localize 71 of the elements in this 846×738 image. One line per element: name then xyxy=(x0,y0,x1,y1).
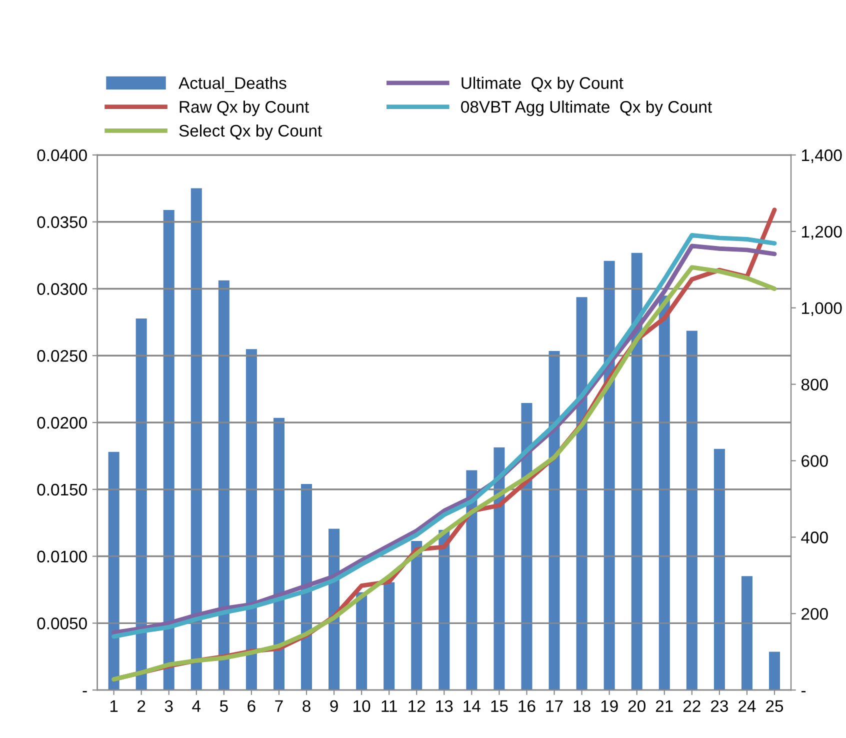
legend-label: 08VBT Agg Ultimate Qx by Count xyxy=(461,100,712,116)
x-tick-label: 18 xyxy=(574,700,590,712)
x-tick-label: 8 xyxy=(302,700,310,712)
legend-label: Select Qx by Count xyxy=(179,124,322,140)
bar xyxy=(301,484,312,690)
y2-tick-label: - xyxy=(801,690,806,692)
x-tick-label: 12 xyxy=(408,700,426,712)
y-tick-label: 0.0100 xyxy=(37,550,87,562)
y2-tick-label: 400 xyxy=(801,532,828,544)
legend-label: Ultimate Qx by Count xyxy=(462,76,624,92)
y-tick-label: 0.0350 xyxy=(37,216,87,228)
x-tick-label: 7 xyxy=(275,700,283,712)
bar xyxy=(136,318,147,690)
x-tick-label: 22 xyxy=(683,700,700,712)
x-tick-label: 15 xyxy=(491,700,508,712)
bar xyxy=(548,351,560,690)
bar xyxy=(163,210,174,690)
bar xyxy=(108,452,120,690)
x-tick-label: 14 xyxy=(464,700,480,712)
bar xyxy=(604,260,615,690)
x-tick-label: 2 xyxy=(138,700,146,712)
bar xyxy=(658,296,670,690)
bar xyxy=(384,582,395,690)
bar xyxy=(273,418,284,690)
x-tick-label: 20 xyxy=(628,700,646,712)
y-tick-label: 0.0050 xyxy=(37,618,87,630)
x-tick-label: 24 xyxy=(738,700,756,712)
bar xyxy=(521,403,532,690)
bar xyxy=(246,349,257,690)
y-tick-label: 0.0150 xyxy=(37,484,87,496)
x-tick-label: 10 xyxy=(354,700,370,712)
bar xyxy=(741,576,752,690)
bar xyxy=(686,330,698,690)
legend-label: Actual_Deaths xyxy=(178,76,286,92)
x-tick-label: 1 xyxy=(110,700,118,712)
y2-tick-label: 1,000 xyxy=(802,302,842,316)
y2-tick-label: 600 xyxy=(802,455,828,467)
x-tick-label: 6 xyxy=(248,700,256,712)
y-tick-label: 0.0300 xyxy=(37,283,87,295)
x-tick-label: 21 xyxy=(656,700,673,712)
x-tick-label: 13 xyxy=(436,700,453,712)
x-tick-label: 3 xyxy=(164,700,173,712)
y-tick-label: 0.0200 xyxy=(37,416,87,429)
x-tick-label: 11 xyxy=(382,700,397,712)
x-tick-label: 5 xyxy=(220,700,228,712)
bar xyxy=(576,297,588,690)
legend-label: Raw Qx by Count xyxy=(180,100,309,116)
bar xyxy=(631,252,642,690)
x-tick-label: 16 xyxy=(518,700,536,712)
bar xyxy=(714,448,725,690)
y2-tick-label: 800 xyxy=(801,378,828,390)
x-tick-label: 4 xyxy=(192,700,201,712)
y2-tick-label: 1,400 xyxy=(802,149,842,164)
y2-tick-label: 1,200 xyxy=(802,226,842,240)
bar xyxy=(466,470,478,690)
x-tick-label: 9 xyxy=(330,700,338,712)
bar xyxy=(768,652,780,690)
bar xyxy=(494,447,505,690)
bar xyxy=(411,540,422,690)
x-tick-label: 25 xyxy=(766,700,784,712)
x-tick-label: 23 xyxy=(711,700,728,712)
y-tick-label: 0.0250 xyxy=(37,350,87,362)
bar xyxy=(190,188,202,690)
x-tick-label: 17 xyxy=(546,700,563,712)
x-tick-label: 19 xyxy=(601,700,618,712)
y2-tick-label: 200 xyxy=(802,608,828,620)
bar xyxy=(356,592,368,690)
bar xyxy=(438,530,450,690)
y-tick-label: 0.0400 xyxy=(37,149,87,162)
y-tick-label: - xyxy=(82,690,87,692)
bar xyxy=(218,280,230,690)
